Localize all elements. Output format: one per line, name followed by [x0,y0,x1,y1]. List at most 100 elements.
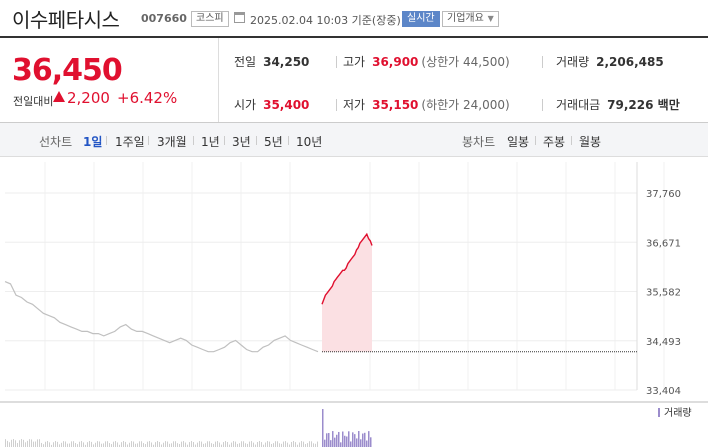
volume-bar [334,437,336,447]
volume-bar [73,441,74,447]
tab-divider [224,136,225,145]
volume-bar [91,441,92,447]
volume-bar [299,442,300,447]
company-overview-button[interactable]: 기업개요 ▼ [442,11,499,27]
volume-bar [163,442,164,447]
stock-header: 이수페타시스 007660 코스피 2025.02.04 10:03 기준(장중… [0,0,708,36]
header-divider [0,36,708,38]
volume-bar [113,441,114,447]
volume-bar [297,444,298,447]
volume-bar [169,443,170,447]
volume-bar [179,443,180,447]
volume-bar [143,443,144,447]
period-10y-tab[interactable]: 10년 [296,135,323,149]
upper-limit: (상한가 44,500) [421,55,510,69]
volume-bar [195,444,196,447]
volume-bar [263,444,264,447]
volume-bar [31,439,32,447]
period-1y-tab[interactable]: 1년 [201,135,220,149]
stat-volume: 거래량 2,206,485 [556,53,664,70]
volume-bar [243,441,244,447]
volume-bar [167,441,168,447]
volume-legend-label: 거래량 [664,407,692,419]
volume-bar [87,442,88,447]
volume-bar [317,441,318,447]
volume-bar [67,443,68,447]
volume-bar [283,441,284,447]
volume-bar [293,441,294,447]
stat-label: 거래대금 [556,98,601,112]
volume-bar [175,441,176,447]
lower-limit: (하한가 24,000) [421,98,510,112]
volume-bar [37,439,38,447]
volume-bar [177,443,178,447]
calendar-icon [234,12,245,23]
volume-bar [125,441,126,447]
volume-bar [231,442,232,447]
volume-bar [213,443,214,447]
volume-bar [330,440,332,447]
volume-bar [57,441,58,447]
tab-divider [193,136,194,145]
volume-bar [261,442,262,447]
volume-bar [326,433,328,447]
stat-value: 35,400 [263,98,310,112]
volume-bar [257,442,258,447]
volume-bar [153,444,154,447]
volume-bar [151,442,152,447]
daily-candle-tab[interactable]: 일봉 [507,135,530,149]
volume-bar [69,443,70,447]
volume-bar [65,441,66,447]
monthly-candle-tab[interactable]: 월봉 [579,135,602,149]
volume-bar [41,442,42,447]
volume-bar [17,442,18,447]
volume-bar [159,441,160,447]
volume-bar [21,439,22,447]
volume-bar [123,441,124,447]
volume-bar [313,443,314,447]
volume-bar [273,443,274,447]
today-price-area [322,234,372,352]
tab-divider [571,136,572,145]
volume-bar [251,441,252,447]
period-3y-tab[interactable]: 3년 [232,135,251,149]
volume-bar [185,442,186,447]
tab-divider [535,136,536,145]
volume-bar [211,443,212,447]
volume-bar [55,441,56,447]
company-overview-label: 기업개요 [447,13,484,24]
volume-bar [129,442,130,447]
y-tick-label: 37,760 [646,189,681,200]
volume-bar [11,439,12,447]
volume-bar [191,441,192,447]
volume-bar [311,441,312,447]
volume-bar [111,444,112,447]
volume-bar [199,441,200,447]
volume-bar [137,443,138,447]
intraday-chart[interactable]: 37,760 36,671 35,582 34,493 33,404 거래량 [0,157,708,447]
volume-bar [141,441,142,447]
volume-bar [133,441,134,447]
volume-bar [259,441,260,447]
volume-bar [27,440,28,447]
realtime-button[interactable]: 실시간 [402,11,440,27]
period-1w-tab[interactable]: 1주일 [115,135,145,149]
volume-bar [147,441,148,447]
stock-code: 007660 [141,12,187,25]
period-3m-tab[interactable]: 3개월 [157,135,187,149]
cell-divider [336,56,337,68]
stock-name[interactable]: 이수페타시스 [12,8,120,32]
stat-label: 고가 [343,55,366,69]
period-1d-tab[interactable]: 1일 [83,135,103,149]
weekly-candle-tab[interactable]: 주봉 [543,135,566,149]
price-change: 2,200 [67,89,110,107]
summary-bottom-border [0,122,708,123]
volume-bar [275,441,276,447]
period-5y-tab[interactable]: 5년 [264,135,283,149]
stat-value: 35,150 [372,98,419,112]
volume-bar [322,409,324,447]
volume-bar [253,442,254,447]
volume-bar [43,444,44,447]
candle-chart-label: 봉차트 [462,135,496,149]
volume-bar [99,441,100,447]
